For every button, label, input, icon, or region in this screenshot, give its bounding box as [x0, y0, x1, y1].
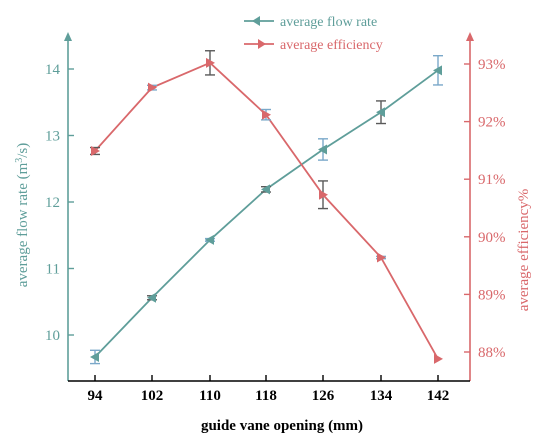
left-y-axis-title: average flow rate (m3/s)	[14, 143, 31, 288]
data-point	[206, 57, 215, 68]
left-y-axis-title-main: average flow rate (m	[15, 162, 31, 287]
left-y-tick-label: 11	[46, 262, 60, 278]
data-point	[147, 292, 156, 303]
x-tick-label: 94	[88, 388, 104, 404]
axes-group	[64, 32, 474, 382]
series-group	[90, 50, 443, 365]
left-y-axis-title-sup: 3	[14, 158, 25, 163]
left-y-axis: 10 11 12 13 14	[45, 62, 74, 344]
legend-marker-efficiency	[258, 39, 266, 49]
legend-label-efficiency: average efficiency	[280, 38, 383, 53]
right-y-tick-label: 93%	[478, 57, 506, 73]
x-axis-title: guide vane opening (mm)	[201, 418, 363, 434]
right-y-tick-label: 91%	[478, 172, 506, 188]
x-tick-label: 134	[370, 388, 393, 404]
legend: average flow rate average efficiency	[244, 15, 383, 53]
data-point	[318, 144, 327, 155]
series-flow-rate	[90, 55, 443, 365]
legend-item-efficiency: average efficiency	[244, 38, 383, 53]
left-y-tick-label: 10	[45, 328, 60, 344]
left-y-tick-label: 12	[45, 195, 60, 211]
left-y-tick-label: 14	[45, 62, 61, 78]
left-axis-arrow	[64, 32, 72, 41]
x-tick-label: 142	[427, 388, 450, 404]
legend-marker-flow-rate	[252, 16, 260, 26]
data-point	[261, 184, 270, 195]
legend-label-flow-rate: average flow rate	[280, 15, 377, 30]
right-y-tick-label: 89%	[478, 287, 506, 303]
right-axis-arrow	[466, 32, 474, 41]
x-axis: 94 102 110 118 126 134 142	[88, 375, 450, 404]
data-point	[205, 234, 214, 245]
legend-item-flow-rate: average flow rate	[244, 15, 377, 30]
data-point	[262, 109, 271, 120]
right-y-axis: 88% 89% 90% 91% 92% 93%	[464, 57, 506, 361]
left-y-axis-title-end: /s)	[15, 143, 31, 158]
data-point	[376, 107, 385, 118]
x-tick-label: 110	[199, 388, 221, 404]
data-point	[319, 189, 328, 200]
x-tick-label: 126	[312, 388, 335, 404]
right-y-tick-label: 88%	[478, 345, 506, 361]
x-tick-label: 102	[141, 388, 164, 404]
right-y-tick-label: 92%	[478, 115, 506, 131]
left-y-tick-label: 13	[45, 129, 60, 145]
series-efficiency	[90, 50, 443, 364]
data-point	[433, 65, 442, 76]
data-point	[148, 82, 157, 93]
data-point	[90, 351, 99, 362]
data-point	[434, 353, 443, 364]
x-tick-label: 118	[255, 388, 277, 404]
right-y-axis-title: average efficiency%	[516, 189, 532, 312]
right-y-tick-label: 90%	[478, 230, 506, 246]
data-point	[377, 252, 386, 263]
data-point	[91, 145, 100, 156]
